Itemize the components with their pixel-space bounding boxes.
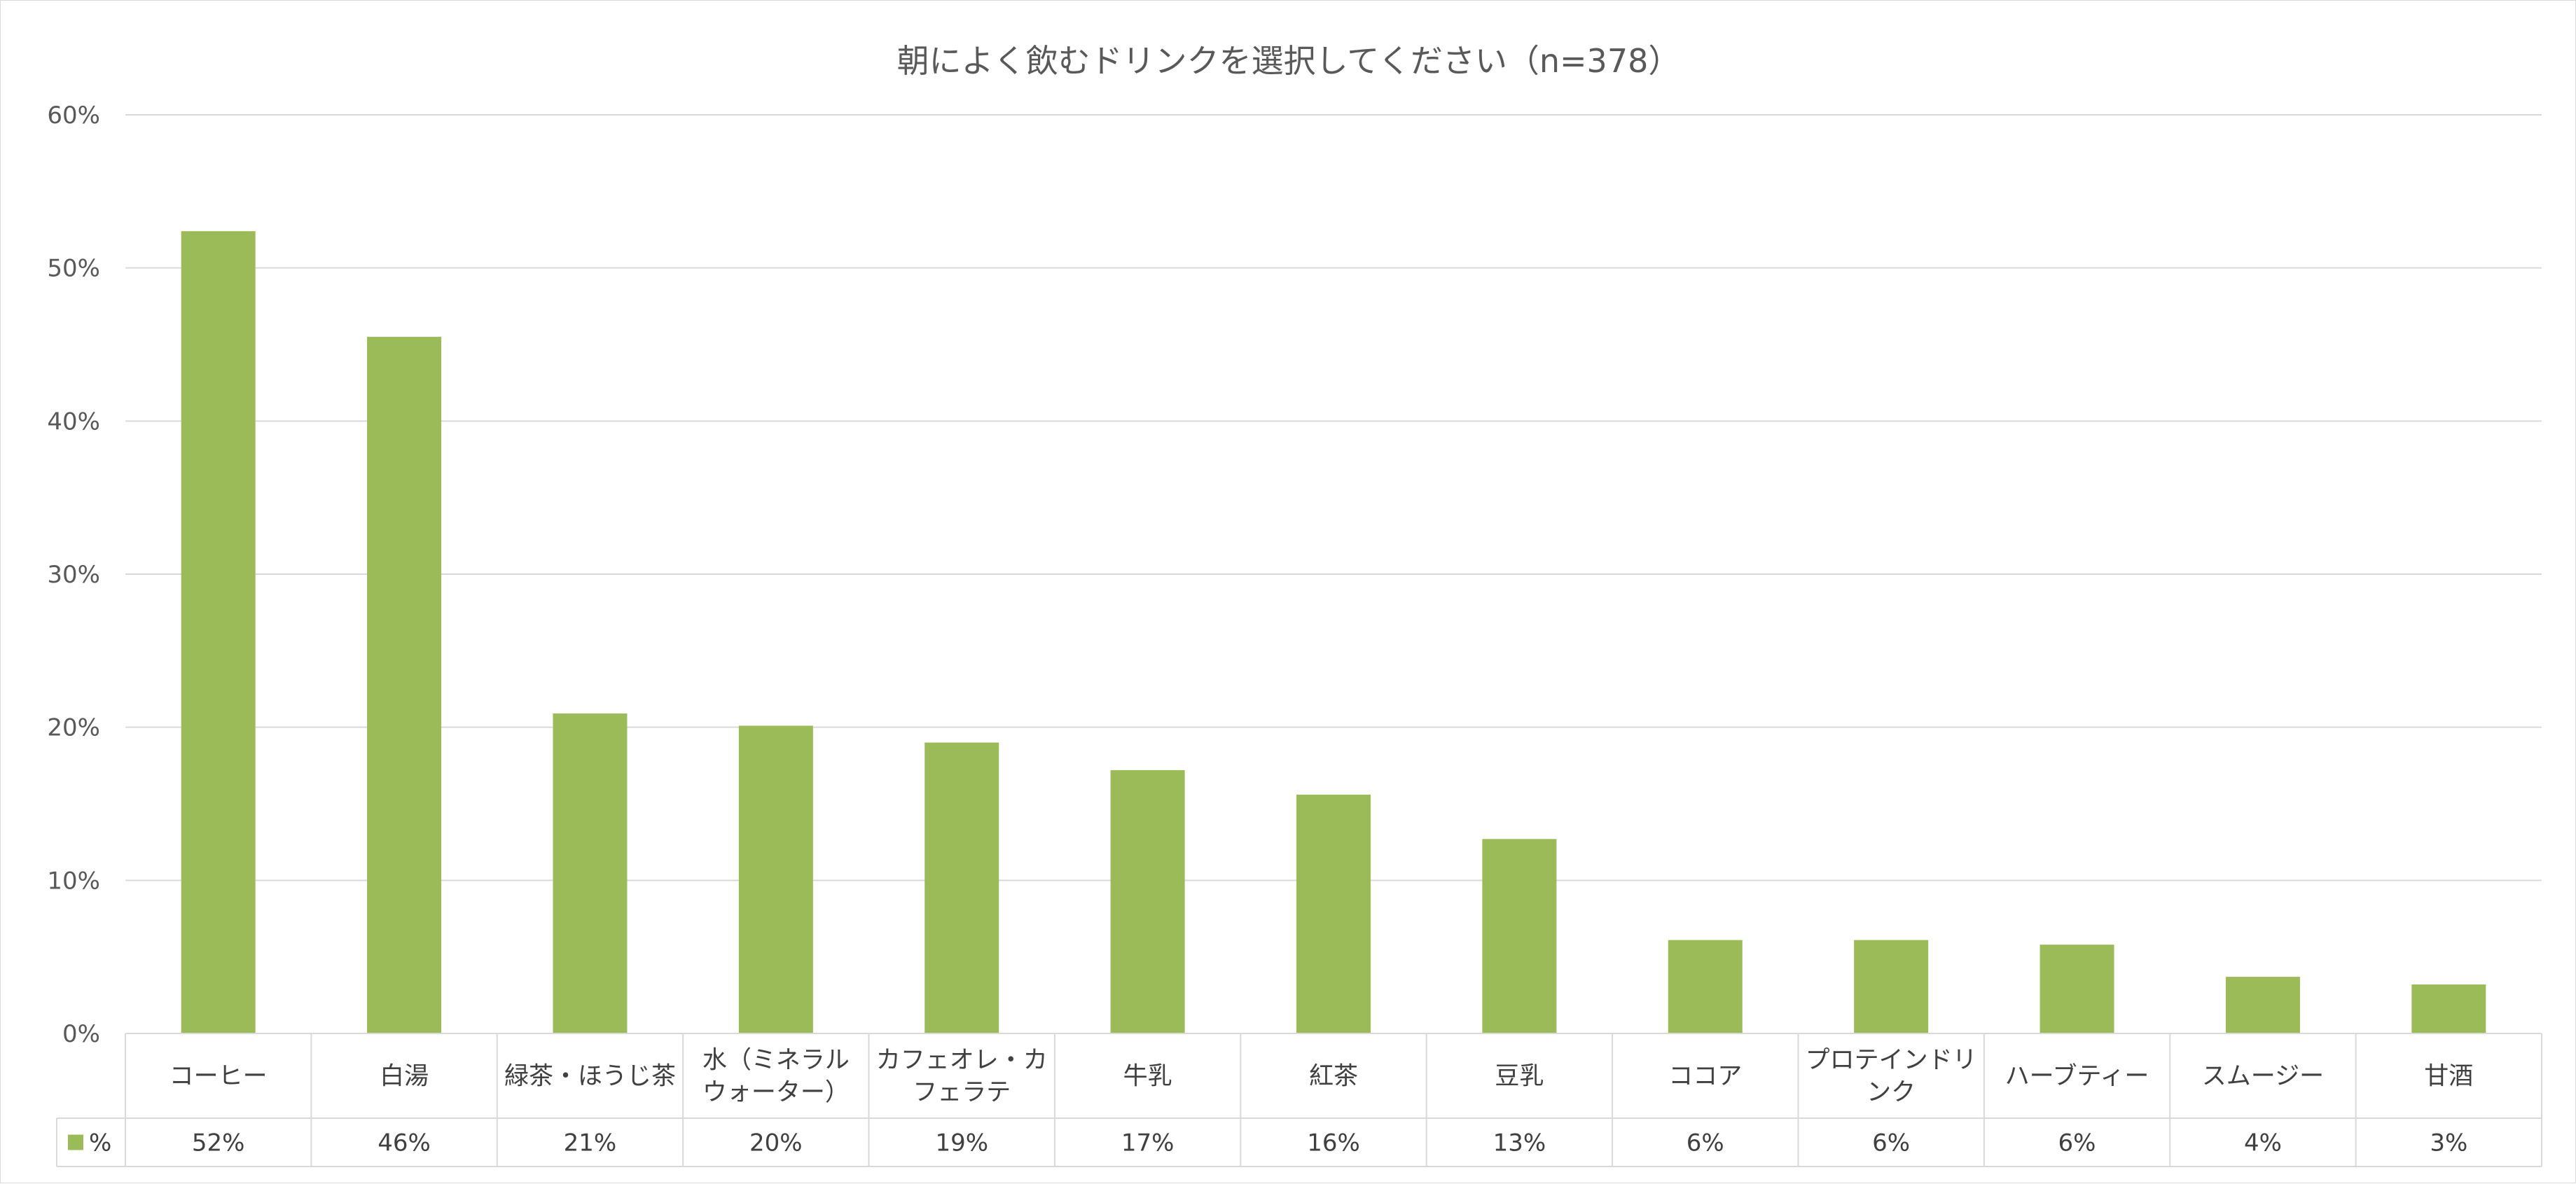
data-label: 21% [564,1129,617,1157]
data-label: 3% [2430,1129,2467,1157]
data-label: 13% [1493,1129,1546,1157]
category-label: 水（ミネラル [702,1047,850,1075]
y-tick-label: 30% [47,561,100,589]
category-label: ハーブティー [2005,1063,2149,1091]
bar [738,725,813,1033]
y-axis-ticks: 0% 10% 20% 30% 40% 50% 60% [47,102,100,1048]
category-label: コーヒー [169,1063,268,1091]
bar [1668,940,1743,1033]
chart-title: 朝によく飲むドリンクを選択してください（n=378） [897,42,1681,80]
data-label: 6% [1872,1129,1910,1157]
category-label: ココア [1668,1063,1742,1091]
bar [925,742,999,1033]
data-label: 16% [1307,1129,1360,1157]
y-tick-label: 20% [47,714,100,742]
bar [2225,977,2300,1033]
category-label: プロテインドリ [1806,1047,1977,1075]
bar [181,231,256,1034]
data-label: 20% [749,1129,803,1157]
bar [1110,769,1185,1033]
category-label: スムージー [2202,1063,2324,1091]
bar [553,713,628,1033]
category-label: 豆乳 [1495,1063,1544,1091]
gridlines [125,114,2542,882]
data-label: 6% [1687,1129,1724,1157]
y-tick-label: 0% [62,1020,100,1048]
category-label: フェラテ [913,1079,1011,1107]
bar [1296,794,1371,1033]
category-label: 緑茶・ほうじ茶 [504,1063,676,1091]
data-label: 46% [378,1129,431,1157]
legend-swatch [68,1134,83,1150]
y-tick-label: 50% [47,255,100,283]
category-label: ンク [1867,1079,1916,1107]
category-label: 紅茶 [1309,1063,1358,1091]
data-label: 17% [1121,1129,1175,1157]
legend-label: % [89,1129,111,1157]
category-label: 甘酒 [2424,1063,2473,1091]
bar [1482,839,1557,1033]
y-tick-label: 60% [47,102,100,130]
category-label: 牛乳 [1123,1063,1172,1091]
data-label: 6% [2058,1129,2096,1157]
y-tick-label: 40% [47,408,100,436]
data-label: 19% [935,1129,988,1157]
data-label: 4% [2244,1129,2282,1157]
category-label: ウォーター） [702,1079,850,1107]
bars [181,231,2486,1034]
y-tick-label: 10% [47,867,100,895]
category-label: カフェオレ・カ [876,1047,1048,1075]
bar [2411,984,2486,1033]
bar [2040,945,2114,1033]
bar [1854,940,1929,1033]
category-label: 白湯 [380,1063,429,1091]
bar [367,337,442,1034]
data-label: 52% [192,1129,245,1157]
